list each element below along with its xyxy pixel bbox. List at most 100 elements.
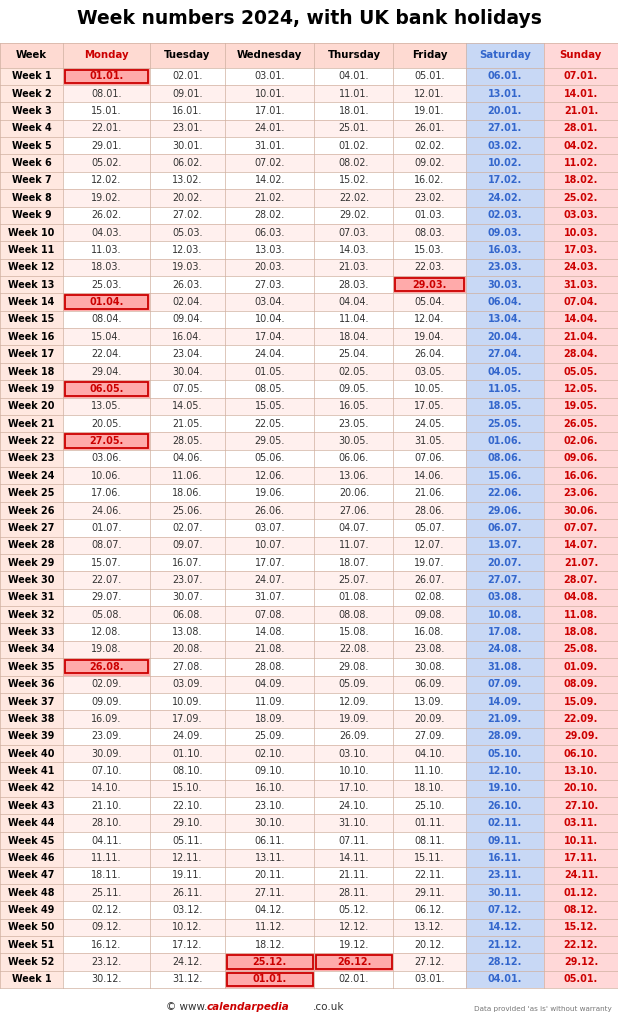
Bar [394,362,465,380]
Text: 16.05.: 16.05. [339,401,369,412]
Text: 10.08.: 10.08. [488,609,522,620]
Text: 05.02.: 05.02. [91,158,122,168]
Bar [394,762,465,779]
Text: Week 26: Week 26 [8,506,55,515]
Bar [544,189,618,207]
Bar [394,432,465,450]
Bar [465,102,544,120]
Bar [465,728,544,745]
Text: Week 4: Week 4 [12,123,51,133]
Text: 13.08.: 13.08. [172,627,203,637]
Text: 22.05.: 22.05. [255,419,285,429]
Bar [63,537,150,554]
Bar [150,866,225,884]
Text: 17.01.: 17.01. [255,106,285,116]
Text: 25.12.: 25.12. [253,957,287,967]
Text: 17.06.: 17.06. [91,488,122,498]
Bar [150,711,225,728]
Bar [63,884,150,901]
Text: 12.05.: 12.05. [564,384,598,394]
Bar [225,779,315,797]
Text: 21.10.: 21.10. [91,801,122,811]
Bar [225,102,315,120]
Bar [225,120,315,137]
Bar [0,432,618,450]
Text: 27.03.: 27.03. [255,280,285,290]
Bar [225,658,315,676]
Text: 30.01.: 30.01. [172,140,203,151]
Text: 26.08.: 26.08. [89,662,124,672]
Text: 08.03.: 08.03. [414,227,445,238]
Text: 05.01.: 05.01. [564,975,598,984]
Text: 16.08.: 16.08. [414,627,445,637]
Bar [225,294,315,310]
Text: 14.05.: 14.05. [172,401,203,412]
Text: 26.05.: 26.05. [564,419,598,429]
Text: 02.02.: 02.02. [415,140,444,151]
Bar [544,814,618,831]
Text: 21.07.: 21.07. [564,558,598,567]
Text: 14.08.: 14.08. [255,627,285,637]
Text: 10.12.: 10.12. [172,923,203,933]
Text: 19.11.: 19.11. [172,870,203,881]
Text: Week 51: Week 51 [9,940,55,949]
Text: 15.12.: 15.12. [564,923,598,933]
Bar [394,901,465,919]
Bar [225,484,315,502]
Text: Week 43: Week 43 [8,801,55,811]
Text: 17.02.: 17.02. [488,175,522,185]
Bar [544,432,618,450]
Bar [150,502,225,519]
Bar [544,866,618,884]
Text: 24.12.: 24.12. [172,957,203,967]
Text: Tuesday: Tuesday [164,50,211,60]
Bar [0,294,618,310]
Text: 28.02.: 28.02. [255,210,285,220]
Bar [63,155,150,172]
Bar [0,207,63,224]
Bar [227,955,313,969]
Bar [315,953,394,971]
Text: 07.03.: 07.03. [339,227,369,238]
Text: 06.03.: 06.03. [255,227,285,238]
Bar [544,779,618,797]
Text: 22.01.: 22.01. [91,123,122,133]
Text: 03.11.: 03.11. [564,818,598,828]
Text: 13.05.: 13.05. [91,401,122,412]
Bar [225,554,315,571]
Text: 02.09.: 02.09. [91,679,122,689]
Bar [465,484,544,502]
Bar [544,936,618,953]
Text: 20.01.: 20.01. [488,106,522,116]
Text: 31.10.: 31.10. [339,818,369,828]
Bar [150,68,225,85]
Text: 17.09.: 17.09. [172,714,203,724]
Text: 23.10.: 23.10. [255,801,285,811]
Bar [394,849,465,866]
Bar [315,762,394,779]
Bar [63,224,150,242]
Bar [0,328,618,345]
Bar [394,137,465,155]
Bar [150,155,225,172]
Text: Thursday: Thursday [328,50,381,60]
Text: 09.07.: 09.07. [172,541,203,550]
Bar [315,884,394,901]
Text: 18.01.: 18.01. [339,106,369,116]
Bar [465,85,544,102]
Text: 08.09.: 08.09. [564,679,598,689]
Bar [0,762,618,779]
Text: 25.04.: 25.04. [339,349,369,359]
Bar [465,866,544,884]
Text: 28.04.: 28.04. [564,349,598,359]
Bar [227,973,313,986]
Text: 27.01.: 27.01. [488,123,522,133]
Bar [315,676,394,693]
Bar [63,294,150,310]
Text: 17.08.: 17.08. [488,627,522,637]
Text: 14.07.: 14.07. [564,541,598,550]
Bar [544,328,618,345]
Text: 12.03.: 12.03. [172,245,203,255]
Bar [394,120,465,137]
Bar [394,102,465,120]
